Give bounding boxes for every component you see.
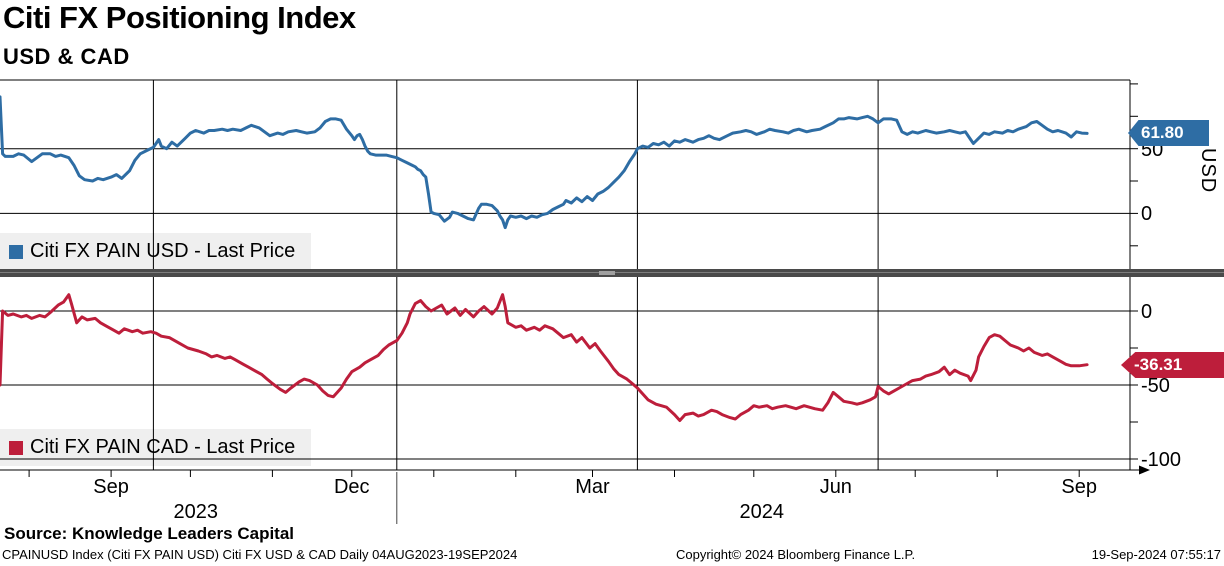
usd-last-price-tag: 61.80	[1128, 120, 1209, 146]
cad-price-line	[0, 293, 1089, 422]
splitter-handle-icon	[599, 271, 615, 275]
x-axis-arrow-icon	[1139, 465, 1150, 475]
cad-last-price-tag: -36.31	[1121, 352, 1224, 378]
ticker-meta: CPAINUSD Index (Citi FX PAIN USD) Citi F…	[2, 547, 518, 562]
usd-price-line	[0, 95, 1089, 230]
timestamp: 19-Sep-2024 07:55:17	[1091, 547, 1221, 562]
page-subtitle: USD & CAD	[3, 44, 130, 69]
legend-usd[interactable]: Citi FX PAIN USD - Last Price	[0, 233, 312, 270]
page-title: Citi FX Positioning Index	[3, 0, 356, 35]
panel-splitter[interactable]	[0, 269, 1224, 277]
legend-cad-label: Citi FX PAIN CAD - Last Price	[30, 436, 296, 458]
legend-cad[interactable]: Citi FX PAIN CAD - Last Price	[0, 429, 312, 466]
copyright-notice: Copyright© 2024 Bloomberg Finance L.P.	[676, 547, 916, 562]
source-credit: Source: Knowledge Leaders Capital	[4, 524, 295, 543]
usd-axis-title: USD	[1197, 148, 1219, 194]
legend-usd-label: Citi FX PAIN USD - Last Price	[30, 240, 296, 262]
usd-series-swatch	[9, 244, 23, 259]
cad-series-swatch	[9, 440, 23, 455]
